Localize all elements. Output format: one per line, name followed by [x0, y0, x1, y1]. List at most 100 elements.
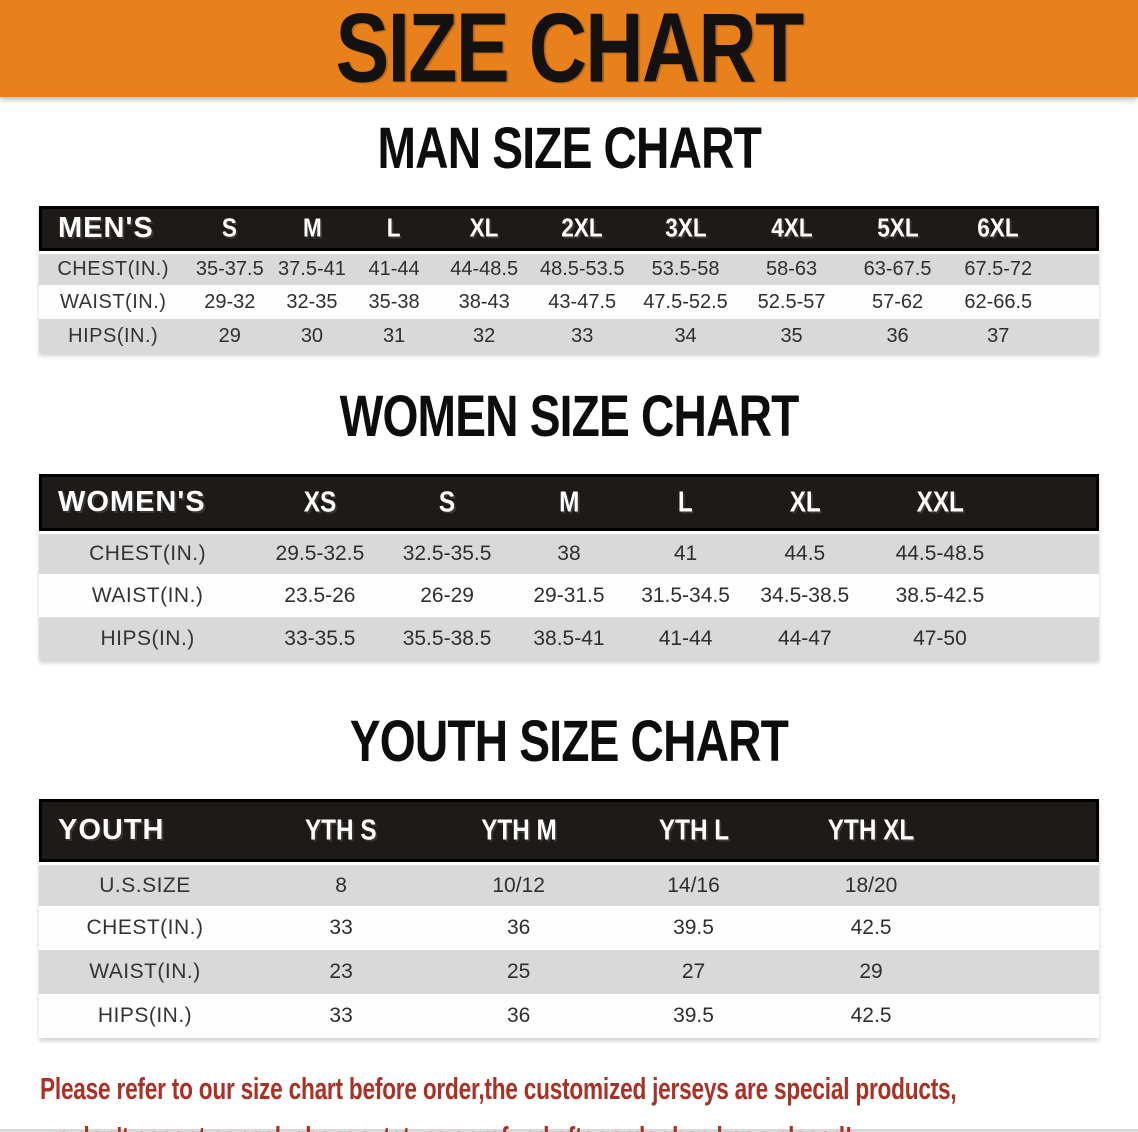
row-spacer: [961, 950, 1099, 994]
size-value-cell: 35.5-38.5: [383, 617, 511, 660]
header-spacer: [1045, 206, 1099, 251]
size-column-header: 2XL: [531, 206, 633, 251]
row-spacer: [1014, 617, 1099, 660]
size-value-cell: 36: [431, 906, 607, 950]
section-heading-women: WOMEN SIZE CHART: [0, 387, 1138, 453]
measure-row-label: CHEST(IN.): [39, 251, 188, 285]
measure-row-label: HIPS(IN.): [39, 319, 188, 353]
measure-row: HIPS(IN.) 33-35.5 35.5-38.5 38.5-41 41-44 44-…: [39, 617, 1099, 660]
size-value-cell: 39.5: [606, 994, 781, 1038]
row-spacer: [1045, 285, 1099, 319]
section-heading-men: MAN SIZE CHART: [0, 115, 1138, 185]
size-value-cell: 30: [272, 319, 352, 353]
size-column-header: M: [510, 474, 628, 531]
size-value-cell: 33: [251, 906, 432, 950]
section-heading-youth: YOUTH SIZE CHART: [0, 712, 1138, 778]
size-column-header: YTH M: [431, 799, 607, 862]
man-size-chart-section: MAN SIZE CHART MEN'S S M L XL 2XL 3XL 4XL 5XL 6XL…: [0, 115, 1138, 353]
size-value-cell: 53.5-58: [632, 251, 739, 285]
size-value-cell: 44.5: [743, 531, 866, 574]
size-value-cell: 29-32: [187, 285, 273, 319]
size-column-header: 4XL: [738, 206, 845, 251]
size-value-cell: 23: [251, 950, 432, 994]
banner-title: SIZE CHART: [335, 0, 804, 104]
size-value-cell: 44.5-48.5: [865, 531, 1015, 574]
size-value-cell: 25: [431, 950, 607, 994]
size-column-header-text: XS: [303, 486, 337, 518]
size-column-header: M: [272, 206, 352, 251]
size-value-cell: 33: [251, 994, 432, 1038]
size-column-header-text: YTH M: [480, 814, 557, 846]
size-column-header-text: XL: [789, 486, 821, 518]
row-spacer: [1014, 574, 1099, 617]
order-disclaimer-note: Please refer to our size chart before or…: [40, 1064, 1138, 1132]
size-column-header-text: L: [387, 213, 401, 243]
size-column-header: S: [383, 474, 511, 531]
disclaimer-line-2-wrap: we don't accept cancel, change, teturn o…: [40, 1113, 1138, 1132]
section-heading-men-text: MAN SIZE CHART: [377, 115, 761, 181]
measure-row-label: U.S.SIZE: [39, 862, 251, 906]
youth-size-chart-section: YOUTH SIZE CHART YOUTH YTH S YTH M YTH L YTH…: [0, 712, 1138, 1038]
size-column-header-text: S: [222, 213, 238, 243]
size-value-cell: 43-47.5: [531, 285, 633, 319]
women-size-table: WOMEN'S XS S M L XL XXL CHEST(IN.) 29.5-32.5 32.5…: [39, 474, 1099, 660]
row-spacer: [961, 862, 1099, 906]
size-column-header-text: 3XL: [664, 213, 707, 243]
size-value-cell: 8: [251, 862, 432, 906]
measure-row-label: HIPS(IN.): [39, 994, 251, 1038]
measure-row: WAIST(IN.) 23 25 27 29: [39, 950, 1099, 994]
size-value-cell: 42.5: [780, 906, 962, 950]
row-spacer: [1014, 531, 1099, 574]
size-value-cell: 33: [531, 319, 633, 353]
size-value-cell: 44-48.5: [436, 251, 532, 285]
header-spacer: [961, 799, 1099, 862]
size-column-header: YTH L: [606, 799, 781, 862]
size-value-cell: 36: [431, 994, 607, 1038]
measure-row: CHEST(IN.) 33 36 39.5 42.5: [39, 906, 1099, 950]
size-column-header: S: [187, 206, 273, 251]
size-value-cell: 33-35.5: [256, 617, 384, 660]
size-value-cell: 38-43: [436, 285, 532, 319]
disclaimer-line-1: Please refer to our size chart before or…: [40, 1071, 957, 1106]
size-value-cell: 14/16: [606, 862, 781, 906]
size-column-header-text: XL: [469, 213, 499, 243]
size-column-header-text: 5XL: [876, 213, 919, 243]
size-column-header-text: YTH L: [658, 814, 729, 846]
size-value-cell: 47-50: [865, 617, 1015, 660]
measure-row-label: CHEST(IN.): [39, 906, 251, 950]
women-size-chart-section: WOMEN SIZE CHART WOMEN'S XS S M L XL XXL CHEST(…: [0, 387, 1138, 660]
table-corner-label: MEN'S: [39, 206, 188, 251]
measure-row: HIPS(IN.) 29 30 31 32 33 34 35 36 37: [39, 319, 1099, 353]
measure-row: WAIST(IN.) 23.5-26 26-29 29-31.5 31.5-34.5 34…: [39, 574, 1099, 617]
size-value-cell: 26-29: [383, 574, 511, 617]
size-value-cell: 31: [351, 319, 437, 353]
size-value-cell: 29-31.5: [510, 574, 628, 617]
size-value-cell: 23.5-26: [256, 574, 384, 617]
size-value-cell: 38: [510, 531, 628, 574]
size-value-cell: 18/20: [780, 862, 962, 906]
size-column-header-text: YTH S: [305, 814, 377, 846]
size-value-cell: 32-35: [272, 285, 352, 319]
size-value-cell: 41-44: [351, 251, 437, 285]
header-spacer: [1014, 474, 1099, 531]
banner: SIZE CHART: [0, 0, 1138, 104]
size-column-header-text: L: [678, 486, 693, 518]
size-column-header-text: 6XL: [977, 213, 1019, 243]
size-column-header: 6XL: [950, 206, 1046, 251]
size-value-cell: 63-67.5: [844, 251, 951, 285]
size-value-cell: 47.5-52.5: [632, 285, 739, 319]
size-value-cell: 62-66.5: [950, 285, 1046, 319]
measure-row-label: HIPS(IN.): [39, 617, 257, 660]
disclaimer-line-2: we don't accept cancel, change, teturn o…: [40, 1113, 852, 1132]
disclaimer-line-1-wrap: Please refer to our size chart before or…: [40, 1064, 1138, 1113]
size-value-cell: 58-63: [738, 251, 845, 285]
size-table-header-row: WOMEN'S XS S M L XL XXL: [39, 474, 1099, 531]
size-value-cell: 67.5-72: [950, 251, 1046, 285]
measure-row-label: WAIST(IN.): [39, 950, 251, 994]
size-value-cell: 52.5-57: [738, 285, 845, 319]
size-value-cell: 35-37.5: [187, 251, 273, 285]
size-value-cell: 29: [780, 950, 962, 994]
size-column-header: 3XL: [632, 206, 739, 251]
size-column-header: XL: [743, 474, 866, 531]
